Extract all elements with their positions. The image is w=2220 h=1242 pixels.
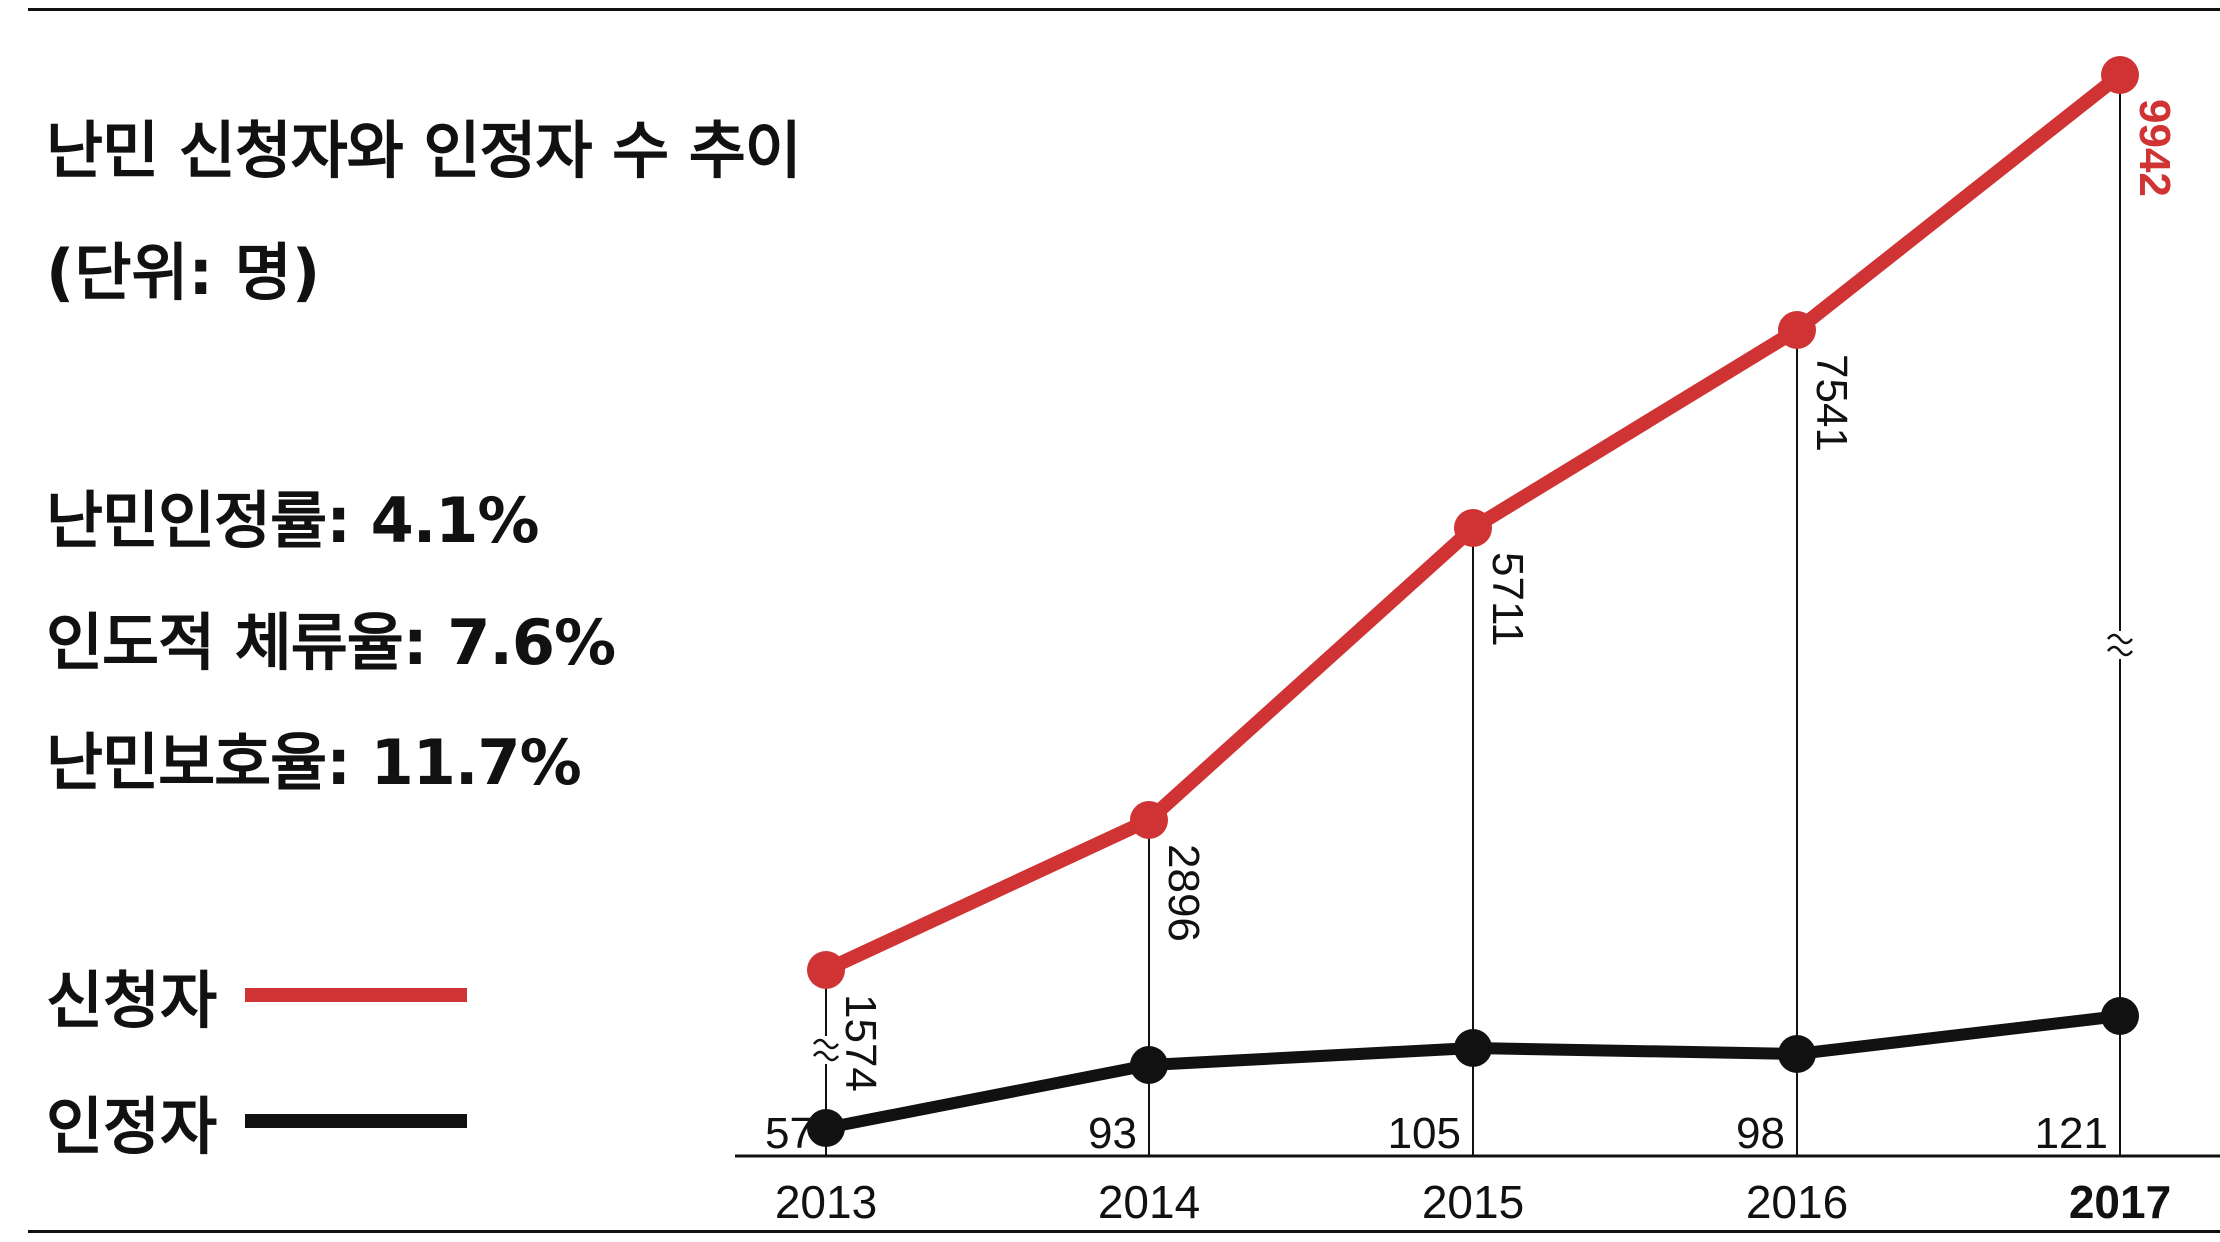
axis-break-mark xyxy=(813,1050,839,1062)
stat-humanitarian-rate: 인도적 체류율7.6% xyxy=(46,592,616,682)
axis-break-mark xyxy=(2107,633,2133,645)
point-applicants xyxy=(1778,311,1816,349)
data-label-recognized: 121 xyxy=(2035,1109,2108,1158)
point-applicants xyxy=(2101,56,2139,94)
axis-break-gap xyxy=(2104,631,2136,659)
legend-item-recognized: 인정자 xyxy=(46,1076,468,1166)
legend-item-applicants: 신청자 xyxy=(46,950,468,1040)
unit-label: (단위: 명) xyxy=(46,236,321,309)
axis-break-gap xyxy=(810,1036,842,1064)
point-applicants xyxy=(1130,801,1168,839)
point-recognized xyxy=(2101,997,2139,1035)
data-label-applicants: 7541 xyxy=(1807,354,1856,452)
data-label-applicants: 2896 xyxy=(1159,844,1208,942)
point-recognized xyxy=(807,1109,845,1147)
point-applicants xyxy=(807,951,845,989)
x-tick-label: 2016 xyxy=(1746,1176,1848,1228)
axis-break-mark xyxy=(2107,645,2133,657)
data-label-recognized: 93 xyxy=(1088,1109,1137,1158)
point-recognized xyxy=(1778,1035,1816,1073)
legend-swatch-black xyxy=(245,1114,468,1128)
stat-value: 11.7% xyxy=(370,726,582,799)
legend-label: 인정자 xyxy=(46,1090,218,1163)
data-label-recognized: 105 xyxy=(1388,1109,1461,1158)
stat-protection-rate: 난민보호율11.7% xyxy=(46,712,582,802)
stat-value: 4.1% xyxy=(370,484,540,557)
x-tick-label: 2017 xyxy=(2069,1176,2171,1228)
legend-label: 신청자 xyxy=(46,964,218,1037)
top-rule xyxy=(28,8,2220,11)
point-applicants xyxy=(1454,509,1492,547)
data-label-applicants: 9942 xyxy=(2130,99,2179,197)
x-tick-label: 2015 xyxy=(1422,1176,1524,1228)
legend-swatch-red xyxy=(245,988,468,1002)
bottom-rule xyxy=(28,1230,2220,1233)
data-label-recognized: 98 xyxy=(1736,1109,1785,1158)
stat-value: 7.6% xyxy=(447,606,616,679)
stat-label: 난민보호율 xyxy=(46,726,371,799)
point-recognized xyxy=(1454,1029,1492,1067)
axis-break-mark xyxy=(813,1038,839,1050)
data-label-applicants: 1574 xyxy=(836,994,885,1092)
stat-recognition-rate: 난민인정률4.1% xyxy=(46,470,540,560)
data-label-recognized: 57 xyxy=(765,1109,814,1158)
point-recognized xyxy=(1130,1046,1168,1084)
chart-title: 난민 신청자와 인정자 수 추이 xyxy=(46,114,802,187)
stat-label: 인도적 체류율 xyxy=(46,606,447,679)
x-tick-label: 2013 xyxy=(775,1176,877,1228)
x-tick-label: 2014 xyxy=(1098,1176,1200,1228)
stat-label: 난민인정률 xyxy=(46,484,371,557)
data-label-applicants: 5711 xyxy=(1483,552,1532,647)
